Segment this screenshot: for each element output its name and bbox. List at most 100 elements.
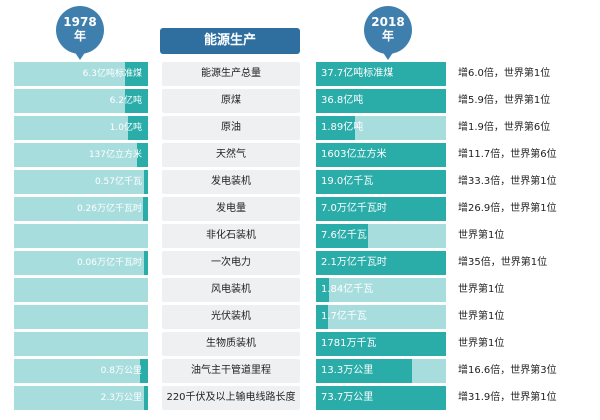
value-1978-bar-track bbox=[14, 278, 148, 302]
value-1978-bar-fill bbox=[125, 62, 148, 86]
value-1978-bar-track: 0.06万亿千瓦时 bbox=[14, 251, 148, 275]
value-2018-bar-track: 1.89亿吨 bbox=[316, 116, 446, 140]
value-1978-bar-fill bbox=[142, 197, 148, 221]
value-2018-bar-track: 1603亿立方米 bbox=[316, 143, 446, 167]
value-2018-bar-track: 19.0亿千瓦 bbox=[316, 170, 446, 194]
indicator-label: 非化石装机 bbox=[162, 224, 300, 248]
comparison-row: 137亿立方米 天然气 1603亿立方米 增11.7倍，世界第6位 bbox=[14, 143, 600, 167]
value-2018-bar-fill bbox=[316, 332, 446, 356]
value-2018: 1781万千瓦 bbox=[321, 338, 377, 349]
comparison-row: 2.3万公里 220千伏及以上输电线路长度 73.7万公里 增31.9倍，世界第1位 bbox=[14, 386, 600, 410]
value-1978: 0.8万公里 bbox=[100, 366, 142, 376]
indicator-label: 220千伏及以上输电线路长度 bbox=[162, 386, 300, 410]
comparison-row: 光伏装机 1.7亿千瓦 世界第1位 bbox=[14, 305, 600, 329]
comparison-row: 0.26万亿千瓦时 发电量 7.0万亿千瓦时 增26.9倍，世界第1位 bbox=[14, 197, 600, 221]
value-2018-bar-fill bbox=[316, 197, 446, 221]
value-1978-bar-track: 0.8万公里 bbox=[14, 359, 148, 383]
value-1978: 0.26万亿千瓦时 bbox=[76, 204, 142, 214]
growth-rank-note: 世界第1位 bbox=[458, 284, 505, 295]
comparison-rows: 6.3亿吨标准煤 能源生产总量 37.7亿吨标准煤 增6.0倍，世界第1位 6.2亿吨原… bbox=[14, 62, 600, 413]
value-2018: 1.7亿千瓦 bbox=[321, 311, 367, 322]
value-1978-bar-track: 6.2亿吨 bbox=[14, 89, 148, 113]
growth-rank-note: 世界第1位 bbox=[458, 311, 505, 322]
value-1978-bar-fill bbox=[143, 170, 148, 194]
value-2018: 36.8亿吨 bbox=[321, 95, 364, 106]
value-2018-bar-fill bbox=[316, 251, 446, 275]
comparison-row: 6.2亿吨 原煤 36.8亿吨 增5.9倍，世界第1位 bbox=[14, 89, 600, 113]
value-1978: 6.2亿吨 bbox=[109, 96, 142, 106]
comparison-row: 6.3亿吨标准煤 能源生产总量 37.7亿吨标准煤 增6.0倍，世界第1位 bbox=[14, 62, 600, 86]
growth-rank-note: 增33.3倍，世界第1位 bbox=[458, 176, 557, 187]
value-2018: 1.89亿吨 bbox=[321, 122, 364, 133]
value-1978-bar-track: 1.0亿吨 bbox=[14, 116, 148, 140]
value-1978: 137亿立方米 bbox=[88, 150, 142, 160]
value-2018: 19.0亿千瓦 bbox=[321, 176, 374, 187]
comparison-row: 0.57亿千瓦 发电装机 19.0亿千瓦 增33.3倍，世界第1位 bbox=[14, 170, 600, 194]
value-1978: 6.3亿吨标准煤 bbox=[82, 69, 142, 79]
growth-rank-note: 增35倍，世界第1位 bbox=[458, 257, 548, 268]
indicator-label: 天然气 bbox=[162, 143, 300, 167]
value-2018-bar-fill bbox=[316, 359, 413, 383]
value-1978-bar-fill bbox=[127, 116, 148, 140]
right-year-suffix: 年 bbox=[381, 29, 394, 43]
section-title: 能源生产 bbox=[160, 28, 300, 54]
value-2018-bar-track: 1.7亿千瓦 bbox=[316, 305, 446, 329]
value-1978: 1.0亿吨 bbox=[109, 123, 142, 133]
growth-rank-note: 世界第1位 bbox=[458, 338, 505, 349]
growth-rank-note: 世界第1位 bbox=[458, 230, 505, 241]
year-1978-badge: 1978 年 bbox=[56, 6, 104, 60]
value-1978-bar-track: 2.3万公里 bbox=[14, 386, 148, 410]
value-2018-bar-track: 7.0万亿千瓦时 bbox=[316, 197, 446, 221]
value-2018-bar-fill bbox=[316, 170, 446, 194]
growth-rank-note: 增5.9倍，世界第1位 bbox=[458, 95, 551, 106]
value-2018-bar-fill bbox=[316, 224, 368, 248]
indicator-label: 风电装机 bbox=[162, 278, 300, 302]
growth-rank-note: 增31.9倍，世界第1位 bbox=[458, 392, 557, 403]
value-2018-bar-track: 13.3万公里 bbox=[316, 359, 446, 383]
value-1978-bar-track: 137亿立方米 bbox=[14, 143, 148, 167]
value-2018: 7.6亿千瓦 bbox=[321, 230, 367, 241]
comparison-row: 1.0亿吨 原油 1.89亿吨 增1.9倍，世界第6位 bbox=[14, 116, 600, 140]
value-2018-bar-track: 1781万千瓦 bbox=[316, 332, 446, 356]
growth-rank-note: 增1.9倍，世界第6位 bbox=[458, 122, 551, 133]
value-1978-bar-track: 6.3亿吨标准煤 bbox=[14, 62, 148, 86]
indicator-label: 原油 bbox=[162, 116, 300, 140]
indicator-label: 光伏装机 bbox=[162, 305, 300, 329]
left-year-text: 1978 bbox=[63, 15, 97, 29]
indicator-label: 原煤 bbox=[162, 89, 300, 113]
value-2018: 7.0万亿千瓦时 bbox=[321, 203, 387, 214]
indicator-label: 生物质装机 bbox=[162, 332, 300, 356]
growth-rank-note: 增26.9倍，世界第1位 bbox=[458, 203, 557, 214]
left-year-suffix: 年 bbox=[73, 29, 86, 43]
indicator-label: 发电量 bbox=[162, 197, 300, 221]
value-2018-bar-track: 36.8亿吨 bbox=[316, 89, 446, 113]
value-1978-bar-track bbox=[14, 305, 148, 329]
comparison-row: 非化石装机 7.6亿千瓦 世界第1位 bbox=[14, 224, 600, 248]
value-1978: 2.3万公里 bbox=[100, 393, 142, 403]
value-1978-bar-track bbox=[14, 224, 148, 248]
value-2018-bar-fill bbox=[316, 386, 446, 410]
value-2018: 2.1万亿千瓦时 bbox=[321, 257, 387, 268]
value-2018-bar-track: 37.7亿吨标准煤 bbox=[316, 62, 446, 86]
value-1978-bar-fill bbox=[137, 143, 148, 167]
value-1978-bar-track: 0.26万亿千瓦时 bbox=[14, 197, 148, 221]
value-2018-bar-fill bbox=[316, 62, 446, 86]
value-2018-bar-track: 2.1万亿千瓦时 bbox=[316, 251, 446, 275]
value-2018-bar-fill bbox=[316, 143, 446, 167]
value-1978-bar-fill bbox=[125, 89, 148, 113]
comparison-row: 0.8万公里 油气主干管道里程 13.3万公里 增16.6倍，世界第3位 bbox=[14, 359, 600, 383]
indicator-label: 发电装机 bbox=[162, 170, 300, 194]
value-1978-bar-fill bbox=[143, 251, 148, 275]
growth-rank-note: 增11.7倍，世界第6位 bbox=[458, 149, 557, 160]
value-1978-bar-fill bbox=[139, 359, 148, 383]
year-2018-badge: 2018 年 bbox=[364, 6, 412, 60]
value-2018: 73.7万公里 bbox=[321, 392, 374, 403]
indicator-label: 一次电力 bbox=[162, 251, 300, 275]
value-2018-bar-track: 73.7万公里 bbox=[316, 386, 446, 410]
growth-rank-note: 增16.6倍，世界第3位 bbox=[458, 365, 557, 376]
value-2018-bar-track: 1.84亿千瓦 bbox=[316, 278, 446, 302]
value-2018: 1603亿立方米 bbox=[321, 149, 387, 160]
growth-rank-note: 增6.0倍，世界第1位 bbox=[458, 68, 551, 79]
value-2018-bar-track: 7.6亿千瓦 bbox=[316, 224, 446, 248]
value-2018-bar-fill bbox=[316, 89, 446, 113]
